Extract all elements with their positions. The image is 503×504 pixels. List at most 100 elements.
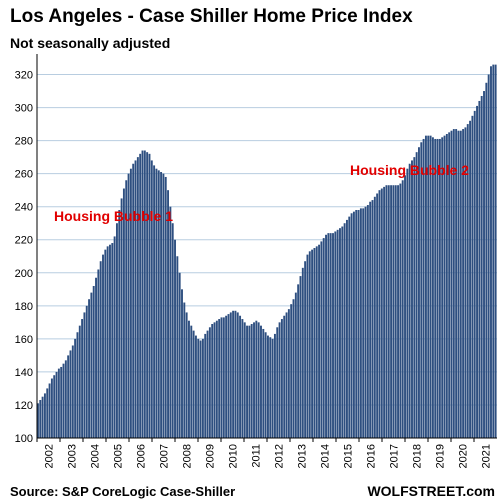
bar <box>232 310 235 438</box>
bar <box>183 302 186 438</box>
bar <box>380 188 383 438</box>
bar <box>459 130 462 438</box>
bar <box>334 231 337 438</box>
bar <box>255 320 258 438</box>
bar <box>350 213 353 438</box>
bar <box>248 325 251 438</box>
bar <box>257 322 260 438</box>
bar <box>206 330 209 438</box>
x-axis-ticks: 2002 2003 2004 2005 2006 2007 2008 2009 2010 2011… <box>36 438 493 468</box>
bar <box>162 173 165 438</box>
x-tick-label: 2014 <box>320 444 332 468</box>
y-tick-label: 160 <box>15 334 33 346</box>
bar <box>71 345 74 438</box>
x-tick-label: 2006 <box>136 444 148 468</box>
bar <box>197 338 200 438</box>
x-tick-label: 2017 <box>389 444 401 468</box>
y-tick-label: 300 <box>15 103 33 115</box>
bar <box>99 261 102 438</box>
y-tick-label: 140 <box>15 367 33 379</box>
bar <box>60 366 63 438</box>
bar <box>208 327 211 438</box>
bar <box>160 172 163 438</box>
bar <box>385 185 388 438</box>
bar <box>92 286 95 438</box>
bar <box>262 328 265 438</box>
bar <box>148 153 151 438</box>
bar <box>299 276 302 438</box>
bar <box>327 233 330 438</box>
bar <box>473 110 476 439</box>
bar <box>443 135 446 438</box>
bar <box>387 185 390 438</box>
bar <box>188 320 190 438</box>
bar <box>213 322 216 438</box>
bar <box>143 150 146 438</box>
bar <box>122 188 125 438</box>
bar <box>62 363 65 438</box>
bar <box>194 335 197 438</box>
bar <box>69 350 72 438</box>
bar <box>102 254 104 438</box>
bar <box>43 393 46 438</box>
bar <box>445 134 448 438</box>
bar <box>239 315 242 438</box>
bar <box>169 206 172 438</box>
bar <box>476 105 478 438</box>
bar <box>141 150 144 438</box>
x-tick-label: 2004 <box>90 444 102 468</box>
bar <box>115 223 118 438</box>
x-tick-label: 2009 <box>205 444 217 468</box>
bar <box>48 383 51 438</box>
bar <box>236 312 239 438</box>
bar <box>318 244 321 438</box>
bar <box>438 138 441 438</box>
x-tick-label: 2002 <box>44 444 56 468</box>
bar <box>220 317 223 438</box>
bar <box>243 322 246 438</box>
bar <box>357 210 360 438</box>
bar <box>74 338 77 438</box>
bar <box>218 319 221 438</box>
bar <box>304 261 307 438</box>
bar <box>225 315 228 438</box>
bar <box>41 396 44 438</box>
bar <box>276 327 279 438</box>
bar <box>292 299 295 438</box>
bar <box>132 163 135 439</box>
bar <box>383 186 386 438</box>
bar <box>178 272 181 438</box>
bar <box>341 226 344 438</box>
bar <box>139 153 142 438</box>
x-tick-label: 2003 <box>67 444 79 468</box>
bar <box>185 312 188 438</box>
bar <box>90 292 93 438</box>
bar <box>111 243 114 438</box>
bar <box>267 335 269 438</box>
bar <box>431 137 434 439</box>
bar <box>397 185 400 438</box>
chart-subtitle: Not seasonally adjusted <box>10 35 171 51</box>
bar <box>176 256 179 438</box>
bar <box>345 219 348 438</box>
bar <box>95 277 97 438</box>
bar <box>127 173 130 438</box>
bar <box>104 249 107 438</box>
y-axis-ticks: 100 120 140 160 180 200 220 240 260 280 300 320 <box>15 70 33 445</box>
bar <box>269 337 272 438</box>
bar <box>125 180 128 438</box>
bar <box>469 120 472 438</box>
bar <box>408 163 411 439</box>
bar <box>399 183 402 438</box>
bar <box>280 319 283 438</box>
x-tick-label: 2015 <box>343 444 355 468</box>
bar <box>394 185 397 438</box>
bar <box>376 193 379 438</box>
bar <box>478 100 481 439</box>
bar <box>120 198 123 438</box>
bar <box>97 269 100 438</box>
bar <box>373 196 376 438</box>
bar <box>273 333 276 438</box>
source-note: Source: S&P CoreLogic Case-Shiller <box>10 484 236 499</box>
bar <box>352 211 355 438</box>
